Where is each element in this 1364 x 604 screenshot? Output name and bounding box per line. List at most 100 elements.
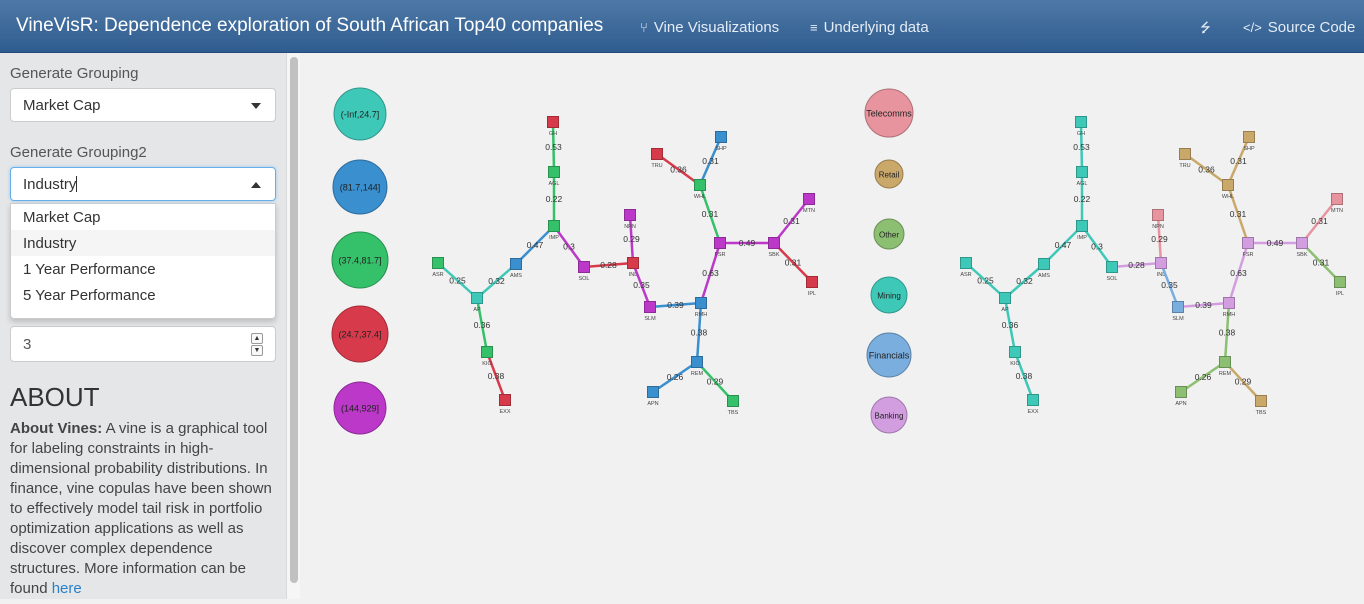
graph1-node-exx[interactable]	[499, 394, 511, 406]
graph2-node-ipl[interactable]	[1334, 276, 1346, 288]
graph2-edge-weight: 0.47	[1055, 240, 1072, 250]
graph1-node-label: AMS	[510, 273, 522, 279]
graph1-edge	[628, 214, 635, 264]
graph1-node-sbk[interactable]	[768, 237, 780, 249]
graph2-edge-weight: 0.49	[1267, 238, 1284, 248]
decrement-icon[interactable]: ▼	[251, 345, 263, 356]
graph2-node-inl[interactable]	[1155, 257, 1167, 269]
graph1-node-whl[interactable]	[694, 179, 706, 191]
graph2-edge-weight: 0.26	[1195, 372, 1212, 382]
graph2-node-sol[interactable]	[1106, 261, 1118, 273]
graph1-edge-weight: 0.32	[488, 276, 505, 286]
grouping2-select[interactable]: Industry	[10, 167, 276, 201]
share-button[interactable]: ⭍	[1200, 19, 1217, 41]
graph2-edge	[1301, 198, 1338, 244]
graph1-node-asr[interactable]	[432, 257, 444, 269]
graph1-node-ipl[interactable]	[806, 276, 818, 288]
graph2-node-exx[interactable]	[1027, 394, 1039, 406]
grouping-value: Market Cap	[23, 97, 101, 114]
graph1-node-rmh[interactable]	[695, 297, 707, 309]
graph2-edge-weight: 0.28	[1128, 260, 1145, 270]
graph2-node-rem[interactable]	[1219, 356, 1231, 368]
graph2-node-tbs[interactable]	[1255, 395, 1267, 407]
nav-vine-visualizations[interactable]: ⑂ Vine Visualizations	[640, 19, 779, 36]
legend2-label: Financials	[869, 351, 910, 361]
number-value: 3	[23, 336, 32, 353]
grouping-select[interactable]: Market Cap	[10, 88, 276, 122]
graph1-node-inl[interactable]	[627, 257, 639, 269]
graph2-node-label: GH	[1077, 131, 1085, 137]
graph1-node-ap[interactable]	[471, 292, 483, 304]
graph1-node-imp[interactable]	[548, 220, 560, 232]
graph1-node-fsr[interactable]	[714, 237, 726, 249]
number-input[interactable]: 3 ▲ ▼	[10, 326, 276, 362]
graph1-edge-weight: 0.39	[667, 300, 684, 310]
graph2-node-ap[interactable]	[999, 292, 1011, 304]
sidebar-scrollbar[interactable]	[286, 53, 300, 599]
graph2-node-sbk[interactable]	[1296, 237, 1308, 249]
nav-label: Vine Visualizations	[653, 19, 780, 36]
graph1-node-agl[interactable]	[548, 166, 560, 178]
graph1-node-ams[interactable]	[510, 258, 522, 270]
graph1-edge	[631, 262, 652, 308]
about-link[interactable]: here	[51, 580, 82, 597]
graph2-node-npn[interactable]	[1152, 209, 1164, 221]
graph1-node-label: REM	[691, 371, 704, 377]
legend2-circle	[874, 159, 904, 189]
graph1-node-label: TBS	[728, 410, 739, 416]
legend2-circle	[866, 332, 912, 378]
graph2-node-gh[interactable]	[1075, 116, 1087, 128]
graph1-edge-weight: 0.25	[449, 276, 466, 286]
share-icon: ⭍	[1200, 20, 1211, 35]
graph1-edge	[773, 242, 813, 283]
graph1-node-mtn[interactable]	[803, 193, 815, 205]
graph1-node-slm[interactable]	[644, 301, 656, 313]
graph2-node-label: IPL	[1336, 291, 1344, 297]
graph2-edge-weight: 0.31	[1311, 216, 1328, 226]
graph1-node-rem[interactable]	[691, 356, 703, 368]
nav-source-code[interactable]: </> Source Code	[1243, 19, 1355, 36]
legend1-label: (-Inf,24.7]	[341, 110, 380, 120]
graph2-node-mtn[interactable]	[1331, 193, 1343, 205]
graph2-node-agl[interactable]	[1076, 166, 1088, 178]
graph2-node-apn[interactable]	[1175, 386, 1187, 398]
graph1-node-label: SOL	[578, 276, 589, 282]
legend2-label: Mining	[877, 292, 901, 301]
graph1-node-label: AGL	[548, 181, 559, 187]
graph1-edge-weight: 0.47	[527, 240, 544, 250]
graph2-node-tru[interactable]	[1179, 148, 1191, 160]
graph1-node-label: RMH	[695, 312, 708, 318]
graph2-node-label: FSR	[1243, 252, 1254, 258]
legend1-circle	[331, 305, 389, 363]
option-5-year-performance[interactable]: 5 Year Performance	[23, 287, 156, 304]
option-market-cap[interactable]: Market Cap	[23, 209, 101, 226]
graph1-node-gh[interactable]	[547, 116, 559, 128]
option-1-year-performance[interactable]: 1 Year Performance	[23, 261, 156, 278]
graph2-node-asr[interactable]	[960, 257, 972, 269]
graph1-node-label: MTN	[803, 208, 815, 214]
graph2-node-rmh[interactable]	[1223, 297, 1235, 309]
graph2-node-label: ASR	[960, 272, 971, 278]
graph1-node-sol[interactable]	[578, 261, 590, 273]
graph1-node-kio[interactable]	[481, 346, 493, 358]
option-industry[interactable]: Industry	[11, 230, 275, 256]
scrollbar-thumb[interactable]	[290, 57, 298, 583]
graph1-edge-weight: 0.31	[702, 156, 719, 166]
graph1-node-tru[interactable]	[651, 148, 663, 160]
graph1-edge	[773, 198, 810, 244]
graph2-node-ams[interactable]	[1038, 258, 1050, 270]
graph1-node-tbs[interactable]	[727, 395, 739, 407]
graph1-node-shp[interactable]	[715, 131, 727, 143]
increment-icon[interactable]: ▲	[251, 333, 263, 344]
graph2-node-imp[interactable]	[1076, 220, 1088, 232]
graph2-node-shp[interactable]	[1243, 131, 1255, 143]
graph1-node-npn[interactable]	[624, 209, 636, 221]
graph2-node-fsr[interactable]	[1242, 237, 1254, 249]
graph1-node-label: IMP	[549, 235, 559, 241]
graph1-node-apn[interactable]	[647, 386, 659, 398]
nav-underlying-data[interactable]: ≡ Underlying data	[810, 19, 929, 36]
graph2-node-kio[interactable]	[1009, 346, 1021, 358]
graph2-node-slm[interactable]	[1172, 301, 1184, 313]
graph2-edge-weight: 0.22	[1074, 194, 1091, 204]
graph2-node-whl[interactable]	[1222, 179, 1234, 191]
